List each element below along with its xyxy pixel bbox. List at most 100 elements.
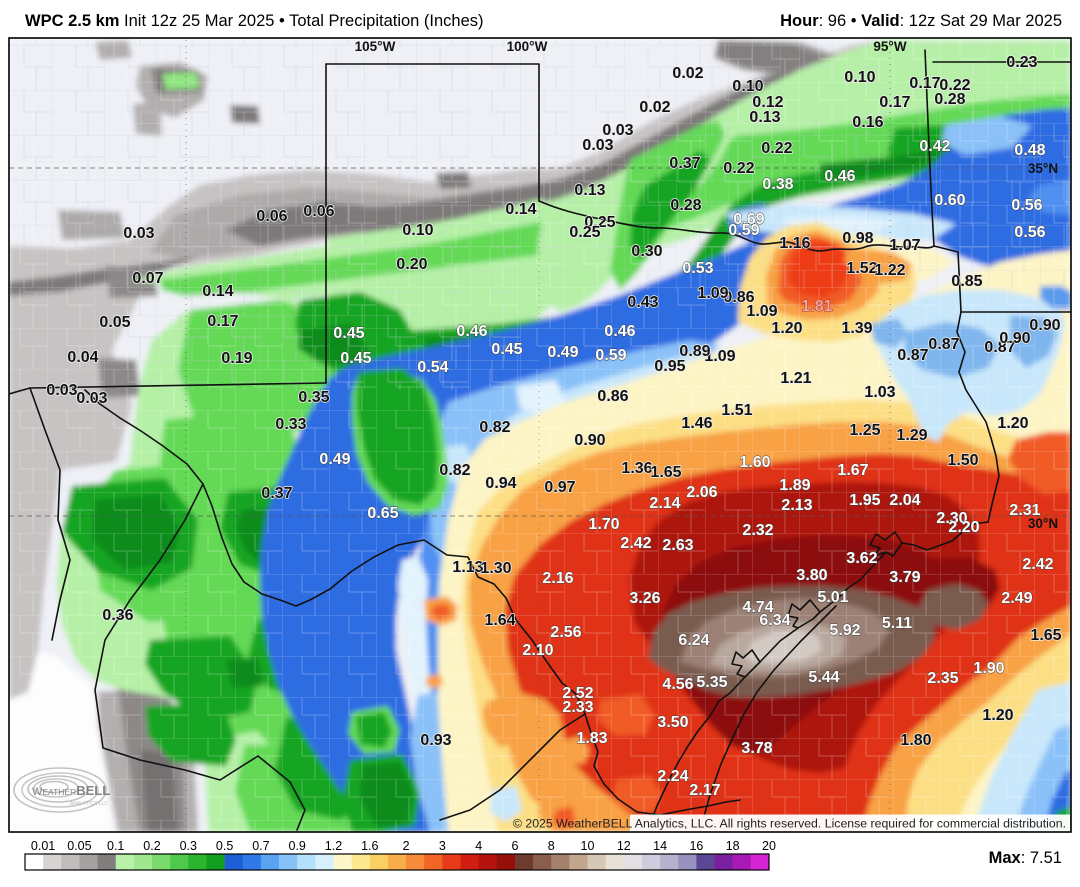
- svg-text:0.85: 0.85: [951, 273, 982, 290]
- svg-text:2: 2: [403, 839, 410, 853]
- svg-text:0.9: 0.9: [289, 839, 306, 853]
- svg-text:5.92: 5.92: [829, 622, 860, 639]
- svg-text:1.83: 1.83: [576, 730, 607, 747]
- svg-text:0.86: 0.86: [723, 289, 754, 306]
- svg-text:1.22: 1.22: [874, 262, 905, 279]
- svg-text:0.22: 0.22: [939, 77, 970, 94]
- svg-text:1.21: 1.21: [780, 370, 811, 387]
- svg-text:0.05: 0.05: [99, 314, 130, 331]
- svg-text:1.65: 1.65: [1030, 627, 1061, 644]
- svg-text:30°N: 30°N: [1028, 516, 1058, 531]
- svg-text:0.23: 0.23: [1006, 54, 1037, 71]
- svg-text:0.56: 0.56: [1014, 224, 1045, 241]
- svg-text:3.62: 3.62: [846, 550, 877, 567]
- svg-text:0.13: 0.13: [749, 109, 780, 126]
- svg-text:6.34: 6.34: [759, 612, 790, 629]
- svg-text:3.79: 3.79: [889, 569, 920, 586]
- svg-text:0.56: 0.56: [1011, 197, 1042, 214]
- svg-text:0.2: 0.2: [143, 839, 160, 853]
- svg-text:6.24: 6.24: [678, 632, 709, 649]
- svg-text:0.49: 0.49: [319, 451, 350, 468]
- svg-text:1.39: 1.39: [841, 320, 872, 337]
- svg-text:2.63: 2.63: [662, 537, 693, 554]
- svg-text:0.87: 0.87: [897, 347, 928, 364]
- svg-text:0.22: 0.22: [723, 160, 754, 177]
- svg-text:0.14: 0.14: [505, 201, 536, 218]
- svg-text:18: 18: [726, 839, 740, 853]
- svg-text:0.53: 0.53: [682, 260, 713, 277]
- svg-text:2.24: 2.24: [657, 768, 688, 785]
- svg-text:2.49: 2.49: [1001, 590, 1032, 607]
- svg-text:2.04: 2.04: [889, 492, 920, 509]
- svg-text:3: 3: [439, 839, 446, 853]
- svg-text:0.02: 0.02: [639, 99, 670, 116]
- svg-text:0.03: 0.03: [76, 390, 107, 407]
- svg-text:2.14: 2.14: [649, 495, 680, 512]
- svg-text:0.05: 0.05: [67, 839, 91, 853]
- svg-text:2.42: 2.42: [620, 535, 651, 552]
- svg-text:2.32: 2.32: [742, 522, 773, 539]
- svg-text:3.80: 3.80: [796, 567, 827, 584]
- svg-text:1.52: 1.52: [846, 260, 877, 277]
- svg-text:2.33: 2.33: [562, 699, 593, 716]
- svg-text:0.03: 0.03: [582, 137, 613, 154]
- svg-text:0.38: 0.38: [762, 176, 793, 193]
- svg-text:0.06: 0.06: [256, 208, 287, 225]
- svg-text:1.70: 1.70: [588, 516, 619, 533]
- svg-text:0.45: 0.45: [491, 341, 522, 358]
- svg-text:0.20: 0.20: [396, 256, 427, 273]
- svg-text:1.51: 1.51: [721, 402, 752, 419]
- svg-text:0.90: 0.90: [1029, 317, 1060, 334]
- svg-text:3.50: 3.50: [657, 714, 688, 731]
- svg-text:0.02: 0.02: [672, 65, 703, 82]
- svg-text:0.54: 0.54: [417, 359, 448, 376]
- svg-text:0.37: 0.37: [669, 155, 700, 172]
- svg-text:10: 10: [581, 839, 595, 853]
- svg-text:1.95: 1.95: [849, 492, 880, 509]
- svg-text:1.50: 1.50: [947, 452, 978, 469]
- svg-text:1.30: 1.30: [480, 560, 511, 577]
- svg-text:1.09: 1.09: [746, 303, 777, 320]
- svg-text:0.97: 0.97: [544, 479, 575, 496]
- svg-text:3.26: 3.26: [629, 590, 660, 607]
- svg-text:0.35: 0.35: [298, 389, 329, 406]
- svg-text:0.13: 0.13: [574, 182, 605, 199]
- svg-text:0.69: 0.69: [733, 211, 764, 228]
- svg-text:0.94: 0.94: [485, 475, 516, 492]
- svg-text:ANALYTICS LLC: ANALYTICS LLC: [70, 801, 108, 807]
- svg-text:12: 12: [617, 839, 631, 853]
- svg-text:WEATHERBELL: WEATHERBELL: [32, 783, 110, 798]
- svg-text:0.60: 0.60: [934, 192, 965, 209]
- svg-text:2.52: 2.52: [562, 685, 593, 702]
- svg-text:0.36: 0.36: [102, 607, 133, 624]
- svg-text:1.81: 1.81: [801, 298, 832, 315]
- svg-text:0.95: 0.95: [654, 358, 685, 375]
- svg-text:0.90: 0.90: [574, 432, 605, 449]
- svg-text:1.20: 1.20: [771, 320, 802, 337]
- svg-text:0.17: 0.17: [879, 94, 910, 111]
- svg-text:1.13: 1.13: [452, 559, 483, 576]
- svg-text:0.87: 0.87: [984, 339, 1015, 356]
- svg-text:1.16: 1.16: [779, 235, 810, 252]
- svg-text:0.87: 0.87: [928, 336, 959, 353]
- svg-text:0.16: 0.16: [852, 114, 883, 131]
- svg-text:35°N: 35°N: [1028, 161, 1058, 176]
- svg-text:0.46: 0.46: [824, 168, 855, 185]
- svg-text:0.7: 0.7: [252, 839, 269, 853]
- svg-text:0.46: 0.46: [456, 323, 487, 340]
- svg-text:Hour: 96 • Valid: 12z Sat 29 M: Hour: 96 • Valid: 12z Sat 29 Mar 2025: [780, 12, 1062, 30]
- svg-text:0.46: 0.46: [604, 323, 635, 340]
- svg-text:0.12: 0.12: [752, 94, 783, 111]
- svg-text:0.33: 0.33: [275, 416, 306, 433]
- svg-text:6: 6: [512, 839, 519, 853]
- svg-text:0.03: 0.03: [123, 225, 154, 242]
- svg-text:105°W: 105°W: [355, 39, 396, 54]
- svg-text:1.29: 1.29: [896, 427, 927, 444]
- svg-text:2.56: 2.56: [550, 624, 581, 641]
- svg-text:0.03: 0.03: [46, 382, 77, 399]
- svg-text:0.48: 0.48: [1014, 142, 1045, 159]
- svg-text:0.59: 0.59: [728, 222, 759, 239]
- svg-text:0.37: 0.37: [261, 485, 292, 502]
- svg-text:100°W: 100°W: [507, 39, 548, 54]
- svg-text:1.25: 1.25: [849, 422, 880, 439]
